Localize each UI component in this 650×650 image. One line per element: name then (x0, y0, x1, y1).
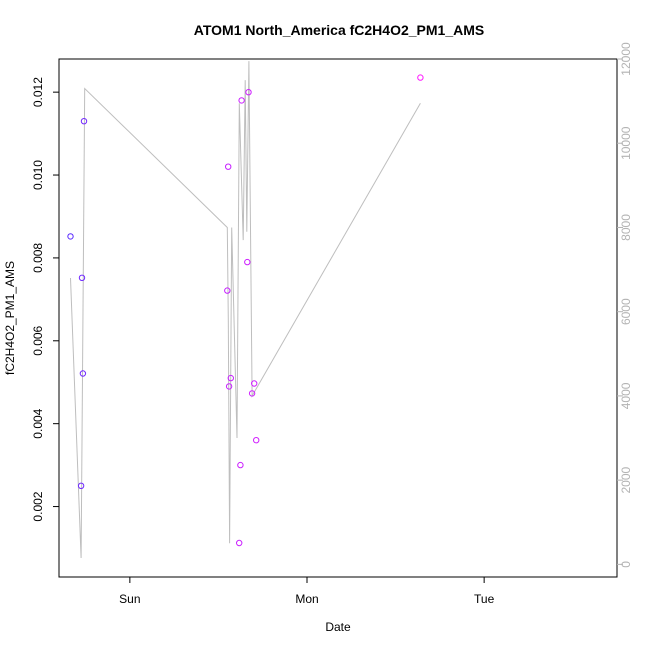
y-left-tick-label: 0.010 (31, 160, 45, 190)
y-right-tick-label: 10000 (619, 126, 633, 160)
data-point (77, 482, 85, 489)
data-point (67, 233, 74, 240)
data-point (225, 163, 232, 170)
y-left-tick-label: 0.002 (31, 491, 45, 521)
series-points (67, 74, 424, 547)
data-point (80, 118, 88, 125)
data-point (251, 380, 258, 387)
data-point (417, 74, 424, 81)
series-line (70, 61, 421, 559)
y-left-tick-label: 0.006 (31, 325, 45, 355)
y-right-tick-label: 8000 (619, 214, 633, 241)
chart-title: ATOM1 North_America fC2H4O2_PM1_AMS (194, 22, 484, 38)
x-tick-label: Tue (474, 592, 495, 606)
data-point (245, 89, 252, 96)
data-point (253, 437, 260, 444)
data-point (244, 258, 251, 266)
data-point (79, 370, 87, 377)
x-axis: Sun Mon Tue (119, 577, 495, 606)
y-right-tick-label: 0 (619, 561, 633, 568)
y-right-tick-label: 12000 (619, 42, 633, 76)
y-left-tick-label: 0.004 (31, 408, 45, 438)
y-axis-right: 0 2000 4000 6000 8000 10000 12000 (617, 42, 633, 568)
plot-frame (58, 58, 618, 578)
series-right-line (70, 61, 421, 559)
data-point (236, 539, 243, 547)
data-point (225, 383, 233, 390)
x-axis-label: Date (325, 620, 351, 634)
data-point (248, 390, 256, 397)
data-point (238, 97, 245, 104)
y-axis-label: fC2H4O2_PM1_AMS (3, 261, 17, 375)
y-left-tick-label: 0.008 (31, 243, 45, 273)
x-tick-label: Mon (295, 592, 318, 606)
y-right-tick-label: 6000 (619, 298, 633, 325)
y-right-tick-label: 4000 (619, 382, 633, 409)
y-axis-left: 0.002 0.004 0.006 0.008 0.010 0.012 (31, 77, 59, 522)
y-right-tick-label: 2000 (619, 466, 633, 493)
data-point (237, 461, 244, 469)
data-point (78, 274, 86, 281)
y-left-tick-label: 0.012 (31, 77, 45, 107)
data-point (224, 287, 231, 294)
x-tick-label: Sun (119, 592, 140, 606)
data-point (227, 374, 235, 382)
